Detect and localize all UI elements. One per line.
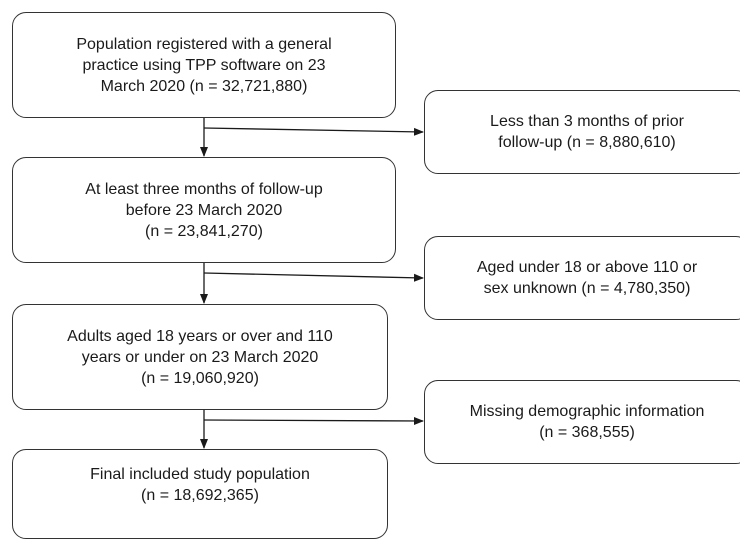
exclusion-box-demographics: Missing demographic information (n = 368… bbox=[424, 380, 740, 464]
exclusion-box-prior-follow-up: Less than 3 months of prior follow-up (n… bbox=[424, 90, 740, 174]
exclusion-label: Less than 3 months of prior follow-up (n… bbox=[490, 113, 684, 151]
exclusion-label: Missing demographic information (n = 368… bbox=[469, 403, 705, 441]
step-label: Final included study population (n = 18,… bbox=[90, 466, 310, 504]
step-label: At least three months of follow-up befor… bbox=[85, 180, 323, 240]
arrow-to-exclusion-3 bbox=[203, 416, 424, 425]
step-label: Population registered with a general pra… bbox=[76, 35, 332, 95]
step-label: Adults aged 18 years or over and 110 yea… bbox=[67, 327, 333, 387]
connector-arrows bbox=[200, 118, 424, 449]
step-box-final-population: Final included study population (n = 18,… bbox=[12, 449, 388, 539]
arrow-to-exclusion-1 bbox=[203, 127, 424, 136]
arrow-to-exclusion-2 bbox=[203, 272, 424, 282]
step-box-registered-population: Population registered with a general pra… bbox=[12, 12, 396, 118]
step-box-adults: Adults aged 18 years or over and 110 yea… bbox=[12, 304, 388, 410]
exclusion-box-age-sex: Aged under 18 or above 110 or sex unknow… bbox=[424, 236, 740, 320]
step-box-follow-up: At least three months of follow-up befor… bbox=[12, 157, 396, 263]
exclusion-label: Aged under 18 or above 110 or sex unknow… bbox=[476, 259, 698, 297]
